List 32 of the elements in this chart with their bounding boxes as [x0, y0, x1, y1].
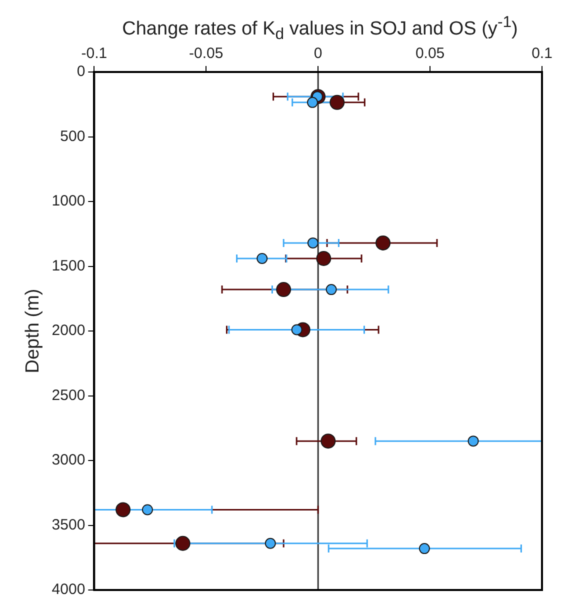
y-tick-label: 0	[76, 63, 86, 80]
point	[320, 434, 336, 449]
point	[276, 282, 292, 298]
x-tick-label: 0	[314, 45, 322, 62]
x-tick-label: 0.1	[532, 45, 552, 62]
x-tick-label: -0.05	[189, 45, 224, 62]
point	[418, 543, 430, 554]
y-tick-label: 2000	[52, 322, 86, 340]
y-tick-label: 3000	[52, 452, 86, 469]
point	[326, 284, 337, 296]
chart-title: Change rates of K$_{d}$ values in SOJ and OS (y$^{-1}$)	[121, 13, 519, 44]
point	[264, 538, 276, 549]
point	[376, 235, 391, 250]
point	[256, 252, 268, 264]
point	[316, 250, 332, 266]
point	[306, 96, 318, 108]
point	[330, 94, 345, 110]
point	[142, 504, 153, 516]
x-tick-label: -0.1	[81, 45, 108, 62]
point	[468, 436, 479, 447]
point	[116, 502, 131, 518]
y-tick-label: 500	[60, 128, 86, 145]
y-tick-label: 2500	[52, 386, 86, 404]
point	[291, 324, 302, 336]
y-tick-label: 1000	[52, 192, 86, 210]
x-tick-label: 0.05	[415, 45, 445, 62]
point	[307, 237, 318, 248]
y-axis-title: Depth (m)	[22, 288, 44, 374]
y-tick-label: 4000	[52, 581, 86, 598]
y-tick-label: 1500	[52, 257, 86, 274]
y-tick-label: 3500	[52, 516, 86, 534]
point	[175, 536, 190, 551]
